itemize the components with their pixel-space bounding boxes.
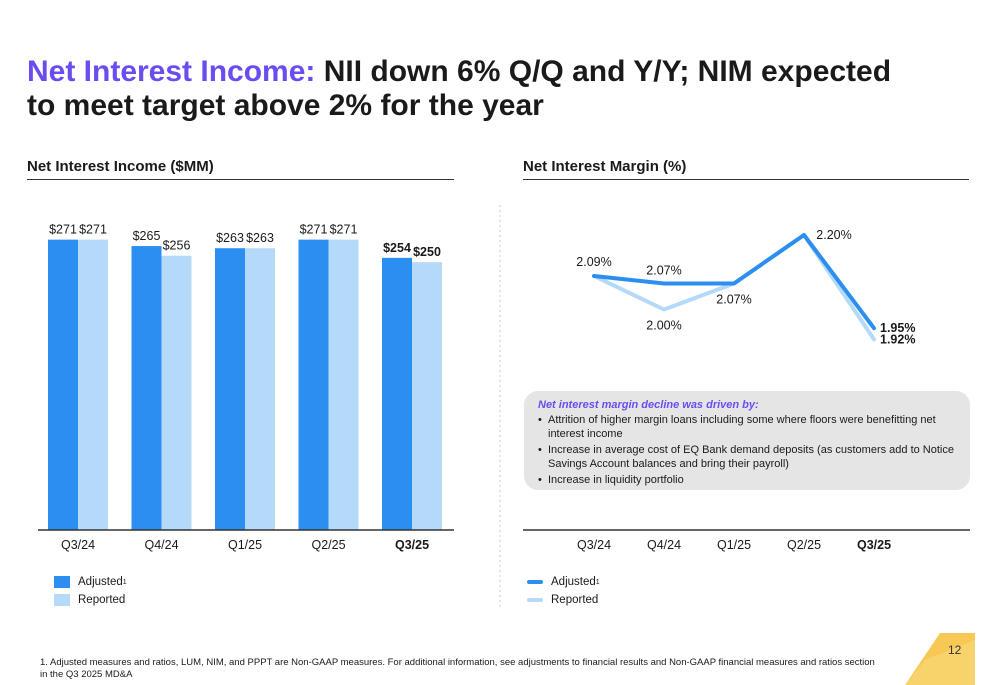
- legend-label: Reported: [551, 594, 599, 606]
- nim-legend: Adjusted 1 Reported: [527, 573, 600, 609]
- nii-bar-adjusted: [131, 246, 162, 531]
- nim-x-tick-label: Q1/25: [717, 538, 751, 552]
- corner-decoration-highlight: [905, 640, 975, 685]
- nii-chart-title: Net Interest Income ($MM): [27, 158, 454, 180]
- nii-legend: Adjusted 1 Reported: [54, 573, 127, 609]
- nii-x-tick-label: Q3/24: [61, 538, 95, 552]
- nii-data-label: $254: [383, 241, 411, 255]
- nii-data-label: $263: [216, 231, 244, 245]
- nii-bar-adjusted: [298, 239, 329, 530]
- title-accent: Net Interest Income:: [27, 55, 316, 88]
- legend-swatch: [54, 594, 70, 606]
- nim-data-label: 1.95%: [880, 321, 915, 335]
- nim-data-label: 2.00%: [646, 319, 681, 333]
- nii-bar-adjusted: [48, 239, 78, 530]
- legend-swatch: [527, 580, 543, 584]
- callout-heading: Net interest margin decline was driven b…: [538, 399, 759, 411]
- legend-superscript: 1: [122, 578, 127, 586]
- nim-line-reported: [592, 233, 876, 342]
- nii-bar-adjusted: [382, 257, 412, 530]
- nii-data-label: $265: [133, 229, 161, 243]
- legend-label: Adjusted: [78, 576, 123, 588]
- nii-bar-reported: [161, 255, 192, 530]
- nim-line-adjusted: [592, 233, 876, 331]
- title-rest: NII down 6% Q/Q and Y/Y; NIM expected to…: [27, 55, 892, 122]
- nim-data-label: 2.07%: [646, 263, 681, 277]
- nii-x-tick-label: Q4/24: [144, 538, 178, 552]
- legend-swatch: [527, 598, 543, 602]
- page-number: 12: [948, 643, 962, 657]
- nii-data-label: $271: [49, 223, 77, 237]
- nii-bar-adjusted: [215, 248, 245, 530]
- nii-bar-reported: [245, 248, 275, 530]
- callout-bullet: Attrition of higher margin loans includi…: [538, 414, 956, 441]
- nii-legend-adjusted: Adjusted 1: [54, 573, 127, 591]
- nim-data-label: 2.07%: [716, 292, 751, 306]
- nim-x-tick-label: Q3/25: [857, 538, 891, 552]
- page-title: Net Interest Income: NII down 6% Q/Q and…: [27, 55, 927, 123]
- nim-data-label: 2.20%: [816, 228, 851, 242]
- nii-x-tick-label: Q3/25: [395, 538, 429, 552]
- nii-bar-reported: [412, 262, 442, 530]
- nim-x-tick-label: Q2/25: [787, 538, 821, 552]
- legend-label: Adjusted: [551, 576, 596, 588]
- legend-swatch: [54, 576, 70, 588]
- nii-data-label: $250: [413, 245, 441, 259]
- nii-x-tick-label: Q1/25: [228, 538, 262, 552]
- nim-data-label: 1.92%: [880, 332, 915, 346]
- nii-bar-reported: [78, 239, 108, 530]
- nim-legend-reported: Reported: [527, 591, 600, 609]
- nii-data-label: $263: [246, 231, 274, 245]
- callout-bullet: Increase in liquidity portfolio: [538, 474, 956, 488]
- footnote: 1. Adjusted measures and ratios, LUM, NI…: [40, 657, 875, 680]
- nim-callout-box: Net interest margin decline was driven b…: [524, 391, 970, 490]
- nii-bar-reported: [328, 239, 359, 530]
- nii-data-label: $271: [330, 223, 358, 237]
- legend-label: Reported: [78, 594, 126, 606]
- nii-data-label: $271: [300, 223, 328, 237]
- callout-list: Attrition of higher margin loans includi…: [538, 414, 956, 488]
- nim-x-tick-label: Q3/24: [577, 538, 611, 552]
- nim-chart-title: Net Interest Margin (%): [523, 158, 969, 180]
- callout-bullet: Increase in average cost of EQ Bank dema…: [538, 444, 956, 471]
- nim-x-tick-label: Q4/24: [647, 538, 681, 552]
- nii-x-tick-label: Q2/25: [311, 538, 345, 552]
- nii-data-label: $256: [163, 239, 191, 253]
- legend-superscript: 1: [595, 578, 600, 586]
- nim-data-label: 2.09%: [576, 255, 611, 269]
- nim-legend-adjusted: Adjusted 1: [527, 573, 600, 591]
- nii-data-label: $271: [79, 223, 107, 237]
- nii-legend-reported: Reported: [54, 591, 127, 609]
